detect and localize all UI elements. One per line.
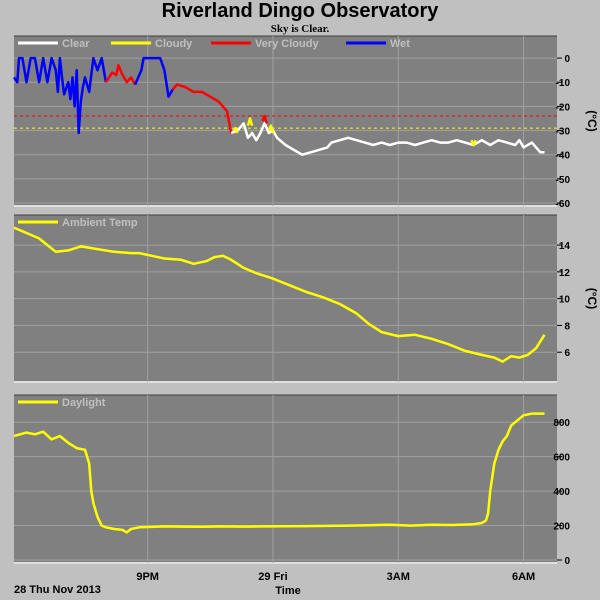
legend-label-cloudy: Cloudy (155, 38, 193, 50)
xtick-label-29-fri: 29 Fri (258, 571, 287, 583)
ytick-label: -60 (556, 199, 571, 210)
xaxis-label: Time (275, 585, 300, 597)
plot-area (14, 395, 557, 563)
series-line-very-cloudy (104, 64, 137, 86)
yaxis-label: (°C) (585, 110, 599, 131)
series-line-cloudy (267, 124, 275, 134)
series-line-wet (133, 56, 174, 98)
plot-area (14, 36, 557, 206)
series-line-very-cloudy (171, 83, 233, 134)
page-title: Riverland Dingo Observatory (161, 0, 439, 22)
ytick-label: 14 (559, 241, 571, 252)
yaxis-label: (°C) (585, 288, 599, 309)
xtick-label-6am: 6AM (512, 571, 535, 583)
panel-2: 14 12 10 8 6 (°C) Ambient Temp (13, 214, 599, 383)
legend-label-ambient-temp: Ambient Temp (62, 217, 138, 229)
ytick-label: 200 (553, 522, 570, 533)
ytick-label: 400 (553, 487, 570, 498)
series-line-cloudy (470, 139, 477, 147)
ytick-label: -40 (556, 151, 571, 162)
legend-label-daylight: Daylight (62, 397, 106, 409)
panel-1: 0 -10 -20 -30 -40 -50 -60 (°C) Clear Cloudy Very C… (12, 35, 599, 210)
series-line-daylight (13, 412, 545, 534)
ytick-label: 800 (553, 418, 570, 429)
series-line-ambient-temp (13, 226, 546, 363)
series-line-clear (230, 122, 545, 156)
ytick-label: -10 (556, 78, 571, 89)
legend-label-clear: Clear (62, 38, 90, 50)
legend-label-wet: Wet (390, 38, 410, 50)
series-line-very-cloudy (261, 114, 268, 124)
ytick-label: 12 (559, 268, 571, 279)
series-line-cloudy (246, 117, 254, 127)
sky-status: Sky is Clear. (270, 23, 330, 35)
legend-label-very-cloudy: Very Cloudy (255, 38, 319, 50)
ytick-label: 10 (559, 295, 571, 306)
ytick-label: -30 (556, 127, 571, 138)
ytick-label: 8 (564, 321, 570, 332)
ytick-label: 600 (553, 453, 570, 464)
ytick-label: 6 (564, 348, 570, 359)
ytick-label: 0 (564, 556, 570, 567)
ytick-label: -20 (556, 102, 571, 113)
xtick-label-3am: 3AM (387, 571, 410, 583)
ytick-label: 0 (564, 54, 570, 65)
ytick-label: -50 (556, 175, 571, 186)
panel-3: 800 600 400 200 0 Daylight (13, 394, 570, 567)
xaxis-start-date: 28 Thu Nov 2013 (14, 584, 101, 596)
xtick-label-9pm: 9PM (136, 571, 159, 583)
series-line-wet (12, 56, 108, 135)
series-line-cloudy (232, 126, 239, 134)
